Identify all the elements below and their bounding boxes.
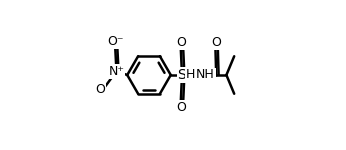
Text: O: O (211, 36, 221, 49)
Text: O: O (95, 83, 105, 96)
Text: O: O (176, 101, 186, 114)
Text: O: O (176, 36, 186, 49)
Text: HN: HN (186, 69, 204, 81)
Text: O⁻: O⁻ (107, 36, 124, 48)
Text: S: S (177, 68, 186, 82)
Text: N⁺: N⁺ (108, 65, 125, 78)
Text: NH: NH (196, 69, 215, 81)
